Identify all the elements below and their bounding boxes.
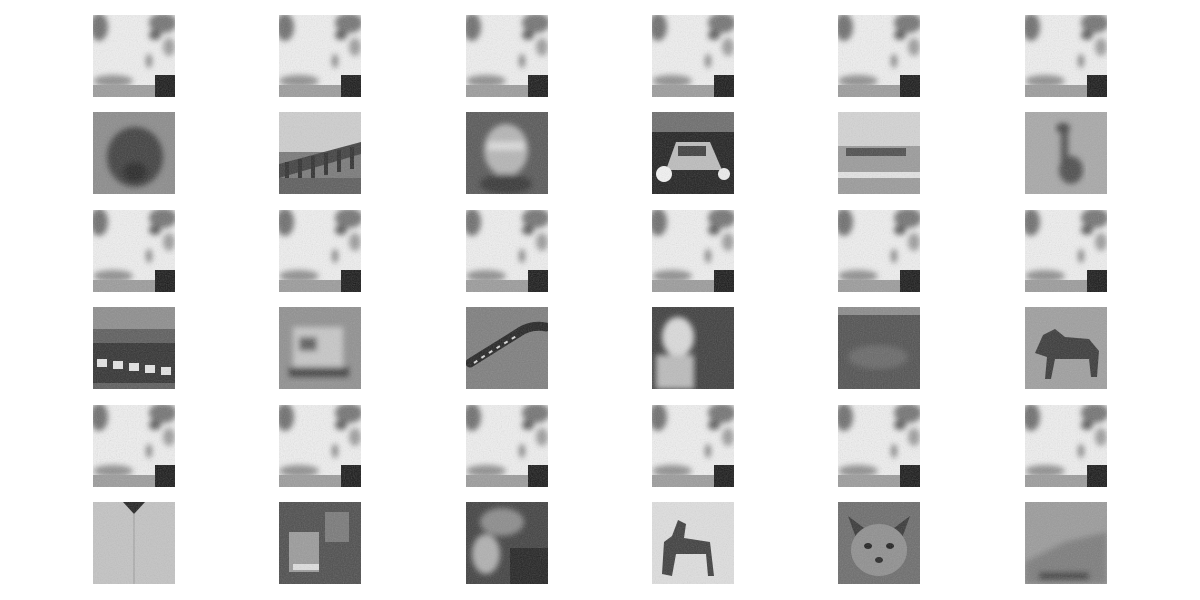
sample-image-machinery: [279, 502, 361, 584]
template-image-tile: [93, 15, 175, 97]
sample-image-cat-on-car: [466, 502, 548, 584]
sample-image-lizard: [466, 307, 548, 389]
template-image-tile: [838, 405, 920, 487]
template-image-tile: [93, 210, 175, 292]
sample-image-horse: [1025, 307, 1107, 389]
template-image-tile: [466, 405, 548, 487]
sample-image-sky-horizon: [1025, 502, 1107, 584]
template-image-tile: [652, 15, 734, 97]
template-image-tile: [652, 405, 734, 487]
sample-image-kitten: [838, 502, 920, 584]
template-image-tile: [466, 210, 548, 292]
sample-image-truck: [279, 307, 361, 389]
template-image-tile: [838, 210, 920, 292]
template-image-tile: [279, 15, 361, 97]
template-image-tile: [93, 405, 175, 487]
sample-image-person-sweater: [93, 502, 175, 584]
sample-image-bridge: [279, 112, 361, 194]
template-image-tile: [466, 15, 548, 97]
sample-image-giraffe: [1025, 112, 1107, 194]
template-image-tile: [1025, 405, 1107, 487]
sample-image-building-windows: [93, 307, 175, 389]
template-image-tile: [279, 405, 361, 487]
sample-image-person-portrait: [652, 307, 734, 389]
sample-image-blurry-figure: [466, 112, 548, 194]
sample-image-blurry-dark: [838, 307, 920, 389]
template-image-tile: [1025, 15, 1107, 97]
template-image-tile: [279, 210, 361, 292]
template-image-tile: [1025, 210, 1107, 292]
sample-image-field-vehicle: [838, 112, 920, 194]
sample-image-dog-standing: [652, 502, 734, 584]
template-image-tile: [838, 15, 920, 97]
sample-image-truck-lights: [652, 112, 734, 194]
template-image-tile: [652, 210, 734, 292]
sample-image-dog-face: [93, 112, 175, 194]
